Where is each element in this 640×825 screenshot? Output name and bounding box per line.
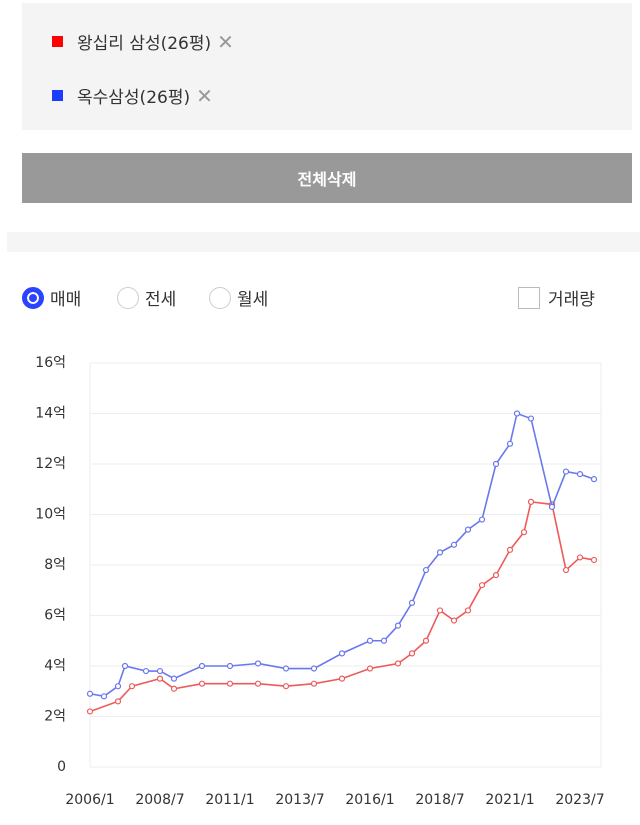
x-tick-label: 2021/1 bbox=[485, 792, 534, 808]
data-point bbox=[576, 471, 584, 478]
data-point bbox=[590, 476, 598, 483]
compare-list: 왕십리 삼성(26평) ✕ 옥수삼성(26평) ✕ bbox=[22, 3, 632, 130]
data-point bbox=[576, 554, 584, 561]
data-point bbox=[338, 650, 346, 657]
data-point bbox=[156, 667, 164, 675]
data-point bbox=[450, 617, 458, 624]
x-tick-label: 2006/1 bbox=[65, 792, 114, 808]
data-point bbox=[121, 662, 129, 670]
volume-toggle[interactable]: 거래량 bbox=[518, 285, 595, 310]
data-point bbox=[506, 440, 514, 447]
data-point bbox=[436, 607, 444, 614]
chart: 0 2억 4억 6억 8억 10억 12억 14억 16억 2006/1 2008/7 2011/1 2… bbox=[35, 355, 604, 808]
radio[interactable] bbox=[209, 286, 231, 309]
data-point bbox=[527, 415, 535, 422]
legend-swatch bbox=[52, 36, 63, 47]
item-name: 옥수삼성(26평) bbox=[77, 88, 191, 108]
data-point bbox=[548, 503, 556, 511]
y-tick-label: 6억 bbox=[44, 608, 66, 624]
data-point bbox=[422, 566, 430, 574]
y-tick-label: 8억 bbox=[44, 557, 66, 573]
compare-item: 옥수삼성(26평) ✕ bbox=[52, 83, 213, 108]
data-point bbox=[226, 662, 234, 670]
data-point bbox=[366, 637, 374, 644]
data-point bbox=[366, 665, 374, 672]
data-point bbox=[408, 650, 416, 657]
data-point bbox=[254, 660, 262, 667]
data-point bbox=[86, 690, 94, 697]
data-point bbox=[170, 675, 178, 682]
y-tick-label: 0 bbox=[57, 759, 66, 775]
x-tick-label: 2008/7 bbox=[135, 792, 184, 808]
data-point bbox=[128, 683, 136, 690]
data-point bbox=[492, 460, 500, 468]
data-point bbox=[226, 680, 234, 687]
checkbox[interactable] bbox=[518, 286, 540, 309]
data-point bbox=[156, 675, 164, 682]
data-point bbox=[282, 665, 290, 672]
remove-icon[interactable]: ✕ bbox=[217, 29, 234, 54]
radio-option[interactable]: 월세 bbox=[209, 285, 268, 310]
remove-icon[interactable]: ✕ bbox=[196, 83, 213, 108]
data-point bbox=[100, 693, 108, 700]
data-point bbox=[394, 622, 402, 629]
data-point bbox=[394, 660, 402, 667]
data-point bbox=[492, 572, 500, 579]
data-point bbox=[450, 541, 458, 548]
data-point bbox=[198, 662, 206, 670]
y-tick-label: 10억 bbox=[35, 507, 66, 523]
data-point bbox=[520, 529, 528, 536]
data-point bbox=[310, 680, 318, 687]
data-point bbox=[408, 599, 416, 606]
y-tick-label: 4억 bbox=[44, 658, 66, 674]
data-point bbox=[380, 637, 388, 644]
data-point bbox=[254, 680, 262, 687]
radio-option[interactable]: 매매 bbox=[22, 285, 81, 310]
x-tick-label: 2016/1 bbox=[345, 792, 394, 808]
divider bbox=[7, 232, 640, 252]
legend-swatch bbox=[52, 90, 63, 101]
data-point bbox=[478, 582, 486, 589]
y-tick-label: 16억 bbox=[35, 355, 66, 371]
x-tick-label: 2013/7 bbox=[275, 792, 324, 808]
data-point bbox=[170, 685, 178, 692]
y-tick-label: 14억 bbox=[35, 406, 66, 422]
data-point bbox=[310, 665, 318, 672]
data-point bbox=[478, 516, 486, 523]
data-point bbox=[422, 637, 430, 644]
x-tick-label: 2011/1 bbox=[205, 792, 254, 808]
data-point bbox=[527, 498, 535, 505]
data-point bbox=[513, 410, 521, 417]
item-name: 왕십리 삼성(26평) bbox=[77, 34, 212, 54]
data-point bbox=[436, 549, 444, 556]
data-point bbox=[198, 680, 206, 687]
data-point bbox=[464, 607, 472, 614]
data-point bbox=[506, 546, 514, 553]
data-point bbox=[142, 667, 150, 675]
data-point bbox=[464, 526, 472, 533]
data-point bbox=[282, 683, 290, 690]
compare-item: 왕십리 삼성(26평) ✕ bbox=[52, 29, 234, 54]
radio-option[interactable]: 전세 bbox=[117, 285, 176, 310]
radio-label: 월세 bbox=[237, 290, 269, 310]
radio-label: 매매 bbox=[50, 290, 82, 310]
data-point bbox=[114, 698, 122, 705]
y-tick-label: 2억 bbox=[44, 709, 66, 725]
data-point bbox=[590, 556, 598, 564]
data-point bbox=[114, 683, 122, 690]
radio[interactable] bbox=[117, 286, 139, 309]
data-point bbox=[562, 566, 570, 574]
y-tick-label: 12억 bbox=[35, 456, 66, 472]
radio-label: 전세 bbox=[145, 290, 177, 310]
delete-all-button[interactable]: 전체삭제 bbox=[22, 153, 632, 203]
data-point bbox=[86, 708, 94, 715]
x-tick-label: 2023/7 bbox=[555, 792, 604, 808]
x-tick-label: 2018/7 bbox=[415, 792, 464, 808]
data-point bbox=[338, 675, 346, 682]
data-point bbox=[562, 468, 570, 475]
radio[interactable] bbox=[22, 286, 44, 309]
checkbox-label: 거래량 bbox=[548, 290, 595, 310]
